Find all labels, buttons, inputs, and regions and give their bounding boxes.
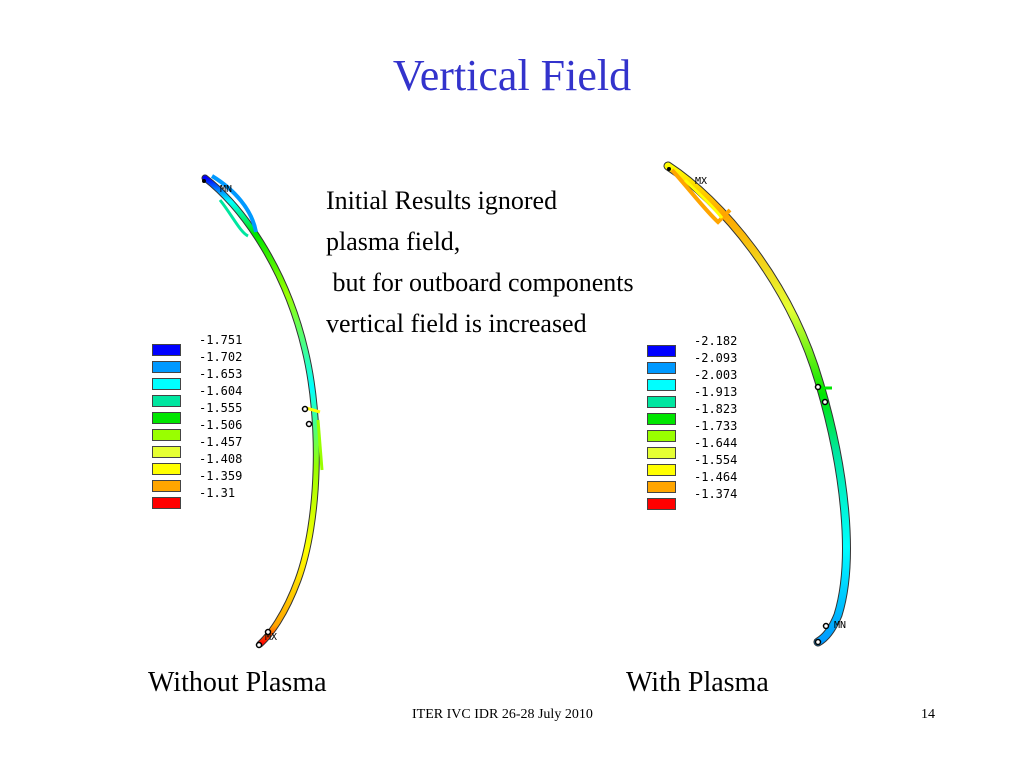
legend-value: -1.913 <box>694 385 738 399</box>
legend-value: -1.506 <box>199 418 243 432</box>
legend-value: -2.093 <box>694 351 738 365</box>
legend-value: -1.408 <box>199 452 243 466</box>
legend-value: -1.555 <box>199 401 243 415</box>
legend-swatch <box>152 497 181 509</box>
legend-value: -2.003 <box>694 368 738 382</box>
legend-value: -1.457 <box>199 435 243 449</box>
slide-title: Vertical Field <box>392 51 632 100</box>
legend-swatch <box>152 361 181 373</box>
legend-swatch <box>647 379 676 391</box>
coil-plot-left: MN MX <box>201 174 324 649</box>
legend-value: -1.604 <box>199 384 243 398</box>
legend-value: -1.374 <box>694 487 738 501</box>
legend-value: -1.644 <box>694 436 738 450</box>
body-text-line: but for outboard components <box>326 268 634 297</box>
legend-swatch <box>647 481 676 493</box>
legend-swatch <box>647 464 676 476</box>
footer-text: ITER IVC IDR 26-28 July 2010 <box>412 707 593 722</box>
legend-value: -1.359 <box>199 469 243 483</box>
legend-swatch <box>152 412 181 424</box>
body-text-line: plasma field, <box>326 227 461 256</box>
legend-value: -1.31 <box>199 486 236 500</box>
body-text-line: vertical field is increased <box>326 309 587 338</box>
legend-value: -1.554 <box>694 453 738 467</box>
min-marker-left: MN <box>220 184 232 195</box>
legend-value: -1.702 <box>199 350 243 364</box>
max-marker-left: MX <box>265 632 277 643</box>
legend-swatch <box>647 396 676 408</box>
legend-swatch <box>647 345 676 357</box>
legend-value: -1.751 <box>199 333 243 347</box>
legend-swatch <box>152 395 181 407</box>
legend-swatch <box>647 362 676 374</box>
legend-swatch <box>647 498 676 510</box>
legend-swatch <box>647 430 676 442</box>
page-number: 14 <box>921 707 935 722</box>
legend-swatch <box>152 446 181 458</box>
legend-swatch <box>152 463 181 475</box>
caption-with-plasma: With Plasma <box>626 667 769 698</box>
legend-swatch <box>647 413 676 425</box>
legend-swatch <box>152 480 181 492</box>
legend-swatch <box>647 447 676 459</box>
body-text: Initial Results ignored plasma field, but… <box>326 180 746 344</box>
max-marker-right: MX <box>695 176 707 187</box>
legend-value: -2.182 <box>694 334 738 348</box>
legend-swatch <box>152 344 181 356</box>
coil-plot-right: MX MN <box>663 161 851 647</box>
legend-value: -1.733 <box>694 419 738 433</box>
min-marker-right: MN <box>834 620 846 631</box>
legend-value: -1.464 <box>694 470 738 484</box>
legend-value: -1.823 <box>694 402 738 416</box>
caption-without-plasma: Without Plasma <box>148 667 327 698</box>
legend-value: -1.653 <box>199 367 243 381</box>
legend-swatch <box>152 429 181 441</box>
legend-swatch <box>152 378 181 390</box>
body-text-line: Initial Results ignored <box>326 186 558 215</box>
